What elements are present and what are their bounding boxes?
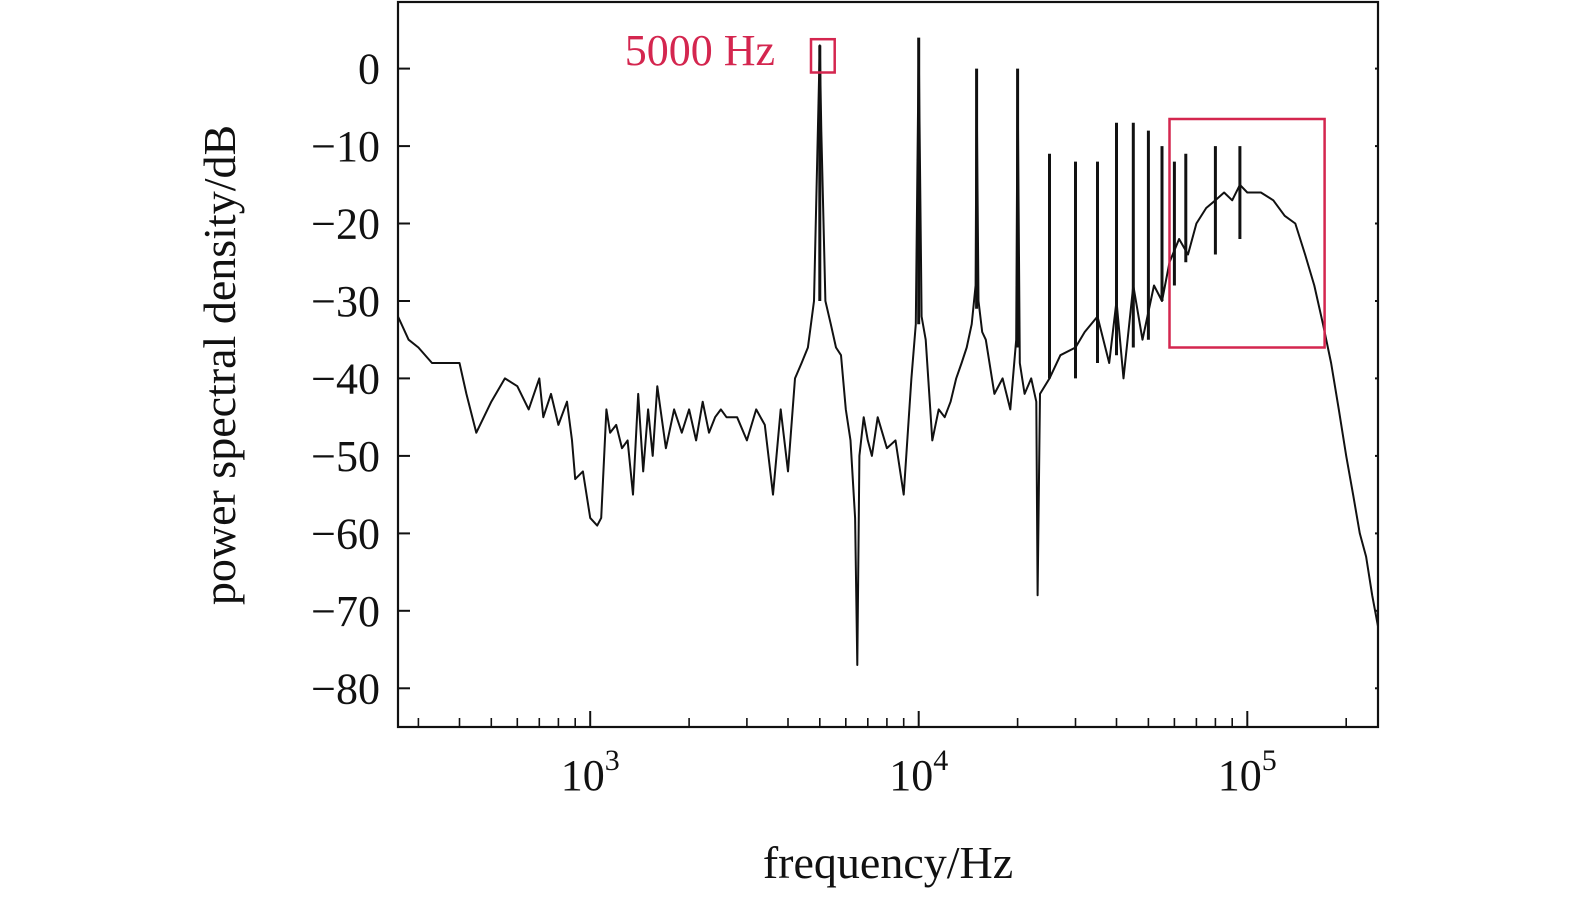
- spectrum-line-0: [397, 44, 1379, 666]
- annotation-box-1: [1168, 117, 1326, 349]
- x-axis-label: frequency/Hz: [763, 837, 1013, 888]
- y-tick-label: −60: [311, 509, 380, 558]
- y-tick-label: −30: [311, 277, 380, 326]
- y-tick-label: −70: [311, 587, 380, 636]
- annotation-layer: [809, 37, 1326, 349]
- x-tick-label: 103: [561, 744, 620, 800]
- plot-frame: [396, 0, 1380, 729]
- annotation-box-0: [809, 37, 836, 74]
- y-tick-label: −80: [311, 664, 380, 713]
- y-tick-label: −50: [311, 432, 380, 481]
- x-tick-label: 104: [889, 744, 948, 800]
- annotation-label-5000hz: 5000 Hz: [625, 26, 775, 75]
- y-axis-label: power spectral density/dB: [194, 125, 245, 605]
- y-tick-label: −10: [311, 122, 380, 171]
- plot-area: [397, 37, 1379, 666]
- x-tick-base: 10: [1218, 751, 1262, 800]
- x-tick-exponent: 4: [933, 744, 948, 777]
- y-tick-label: 0: [358, 45, 380, 94]
- x-tick-base: 10: [561, 751, 605, 800]
- y-tick-label: −40: [311, 354, 380, 403]
- x-tick-exponent: 5: [1262, 744, 1277, 777]
- y-tick-label: −20: [311, 200, 380, 249]
- x-tick-label: 105: [1218, 744, 1277, 800]
- x-tick-exponent: 3: [605, 744, 620, 777]
- x-tick-base: 10: [889, 751, 933, 800]
